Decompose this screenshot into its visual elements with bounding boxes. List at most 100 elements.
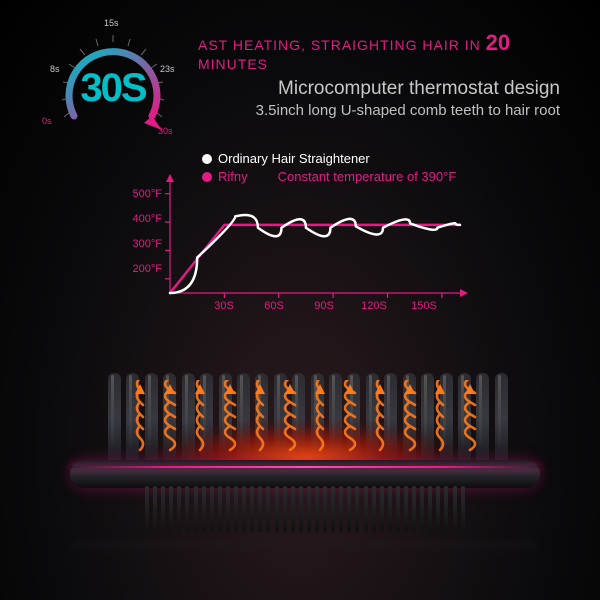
comb-tooth-small — [177, 486, 181, 532]
comb-tooth — [274, 373, 287, 465]
comb-tooth-small — [185, 486, 189, 532]
comb-tooth — [440, 373, 453, 465]
comb-tooth-small — [315, 486, 319, 532]
product-brush — [30, 350, 570, 530]
comb-tooth-small — [364, 486, 368, 532]
comb-tooth-small — [161, 486, 165, 532]
ylabel-300: 300°F — [122, 238, 162, 250]
comb-tooth-small — [169, 486, 173, 532]
comb-tooth-small — [210, 486, 214, 532]
comb-tooth-small — [234, 486, 238, 532]
comb-tooth — [495, 373, 508, 465]
comb-tooth-small — [145, 486, 149, 532]
comb-tooth-small — [283, 486, 287, 532]
comb-tooth-small — [266, 486, 270, 532]
ylabel-200: 200°F — [122, 263, 162, 275]
xlabel-90: 90S — [306, 300, 342, 312]
comb-tooth-small — [355, 486, 359, 532]
comb-tooth-small — [428, 486, 432, 532]
ylabel-400: 400°F — [122, 213, 162, 225]
comb-tooth-small — [218, 486, 222, 532]
comb-tooth-small — [380, 486, 384, 532]
legend-dot-icon — [202, 172, 212, 182]
comb-tooth — [347, 373, 360, 465]
comb-tooth-small — [372, 486, 376, 532]
headline-prefix: AST HEATING, STRAIGHTING HAIR IN — [198, 37, 486, 53]
temperature-chart: Ordinary Hair Straightener Rifny Constan… — [122, 152, 482, 317]
comb-tooth-small — [396, 486, 400, 532]
gauge-tick-1: 8s — [50, 64, 60, 74]
comb-tooth-small — [388, 486, 392, 532]
bottom-teeth-row — [145, 486, 465, 534]
comb-tooth-small — [404, 486, 408, 532]
headline-block: AST HEATING, STRAIGHTING HAIR IN 20 MINU… — [198, 22, 560, 142]
comb-tooth — [255, 373, 268, 465]
comb-base — [70, 460, 540, 488]
legend-rifny-note: Constant temperature of 390°F — [278, 168, 457, 186]
ylabel-500: 500°F — [122, 188, 162, 200]
comb-tooth-small — [275, 486, 279, 532]
comb-tooth — [403, 373, 416, 465]
comb-tooth-small — [291, 486, 295, 532]
legend-rifny-label: Rifny — [218, 168, 248, 186]
comb-tooth — [108, 373, 121, 465]
chart-legend: Ordinary Hair Straightener Rifny Constan… — [202, 150, 456, 186]
xlabel-60: 60S — [256, 300, 292, 312]
headline-big-number: 20 — [486, 30, 510, 55]
legend-ordinary-label: Ordinary Hair Straightener — [218, 150, 370, 168]
comb-tooth-small — [436, 486, 440, 532]
comb-tooth — [421, 373, 434, 465]
gauge-tick-2: 15s — [104, 18, 119, 28]
comb-tooth-small — [412, 486, 416, 532]
headline-suffix: MINUTES — [198, 56, 268, 72]
comb-tooth-small — [331, 486, 335, 532]
comb-tooth-small — [226, 486, 230, 532]
comb-tooth-small — [250, 486, 254, 532]
xlabel-120: 120S — [356, 300, 392, 312]
gauge-value: 30S — [48, 66, 178, 111]
comb-tooth-small — [339, 486, 343, 532]
heating-time-gauge: 30S 0s 8s 15s 23s 30s — [48, 22, 178, 142]
comb-tooth — [311, 373, 324, 465]
comb-tooth — [292, 373, 305, 465]
legend-rifny: Rifny Constant temperature of 390°F — [202, 168, 456, 186]
top-teeth-row — [108, 370, 508, 465]
comb-tooth-small — [194, 486, 198, 532]
gauge-tick-0: 0s — [42, 116, 52, 126]
comb-tooth-small — [453, 486, 457, 532]
gauge-tick-4: 30s — [158, 126, 173, 136]
headline-line2: Microcomputer thermostat design — [198, 78, 560, 100]
comb-tooth-small — [444, 486, 448, 532]
comb-tooth-small — [258, 486, 262, 532]
comb-tooth-small — [347, 486, 351, 532]
comb-tooth — [219, 373, 232, 465]
comb-tooth — [237, 373, 250, 465]
comb-tooth — [384, 373, 397, 465]
gauge-tick-3: 23s — [160, 64, 175, 74]
comb-tooth — [329, 373, 342, 465]
legend-ordinary: Ordinary Hair Straightener — [202, 150, 456, 168]
comb-tooth — [458, 373, 471, 465]
comb-tooth-small — [461, 486, 465, 532]
comb-tooth — [145, 373, 158, 465]
legend-dot-icon — [202, 154, 212, 164]
reflection — [70, 541, 540, 558]
comb-tooth-small — [153, 486, 157, 532]
comb-tooth — [200, 373, 213, 465]
comb-tooth — [476, 373, 489, 465]
headline-line3: 3.5inch long U-shaped comb teeth to hair… — [198, 102, 560, 119]
comb-tooth-small — [242, 486, 246, 532]
comb-tooth-small — [202, 486, 206, 532]
headline-line1: AST HEATING, STRAIGHTING HAIR IN 20 MINU… — [198, 30, 560, 72]
xlabel-30: 30S — [206, 300, 242, 312]
top-section: 30S 0s 8s 15s 23s 30s AST HEATING, STRAI… — [48, 22, 560, 142]
comb-tooth-small — [420, 486, 424, 532]
comb-tooth — [126, 373, 139, 465]
comb-tooth — [163, 373, 176, 465]
comb-tooth-small — [307, 486, 311, 532]
comb-tooth — [182, 373, 195, 465]
comb-tooth — [366, 373, 379, 465]
comb-tooth-small — [323, 486, 327, 532]
xlabel-150: 150S — [406, 300, 442, 312]
comb-tooth-small — [299, 486, 303, 532]
